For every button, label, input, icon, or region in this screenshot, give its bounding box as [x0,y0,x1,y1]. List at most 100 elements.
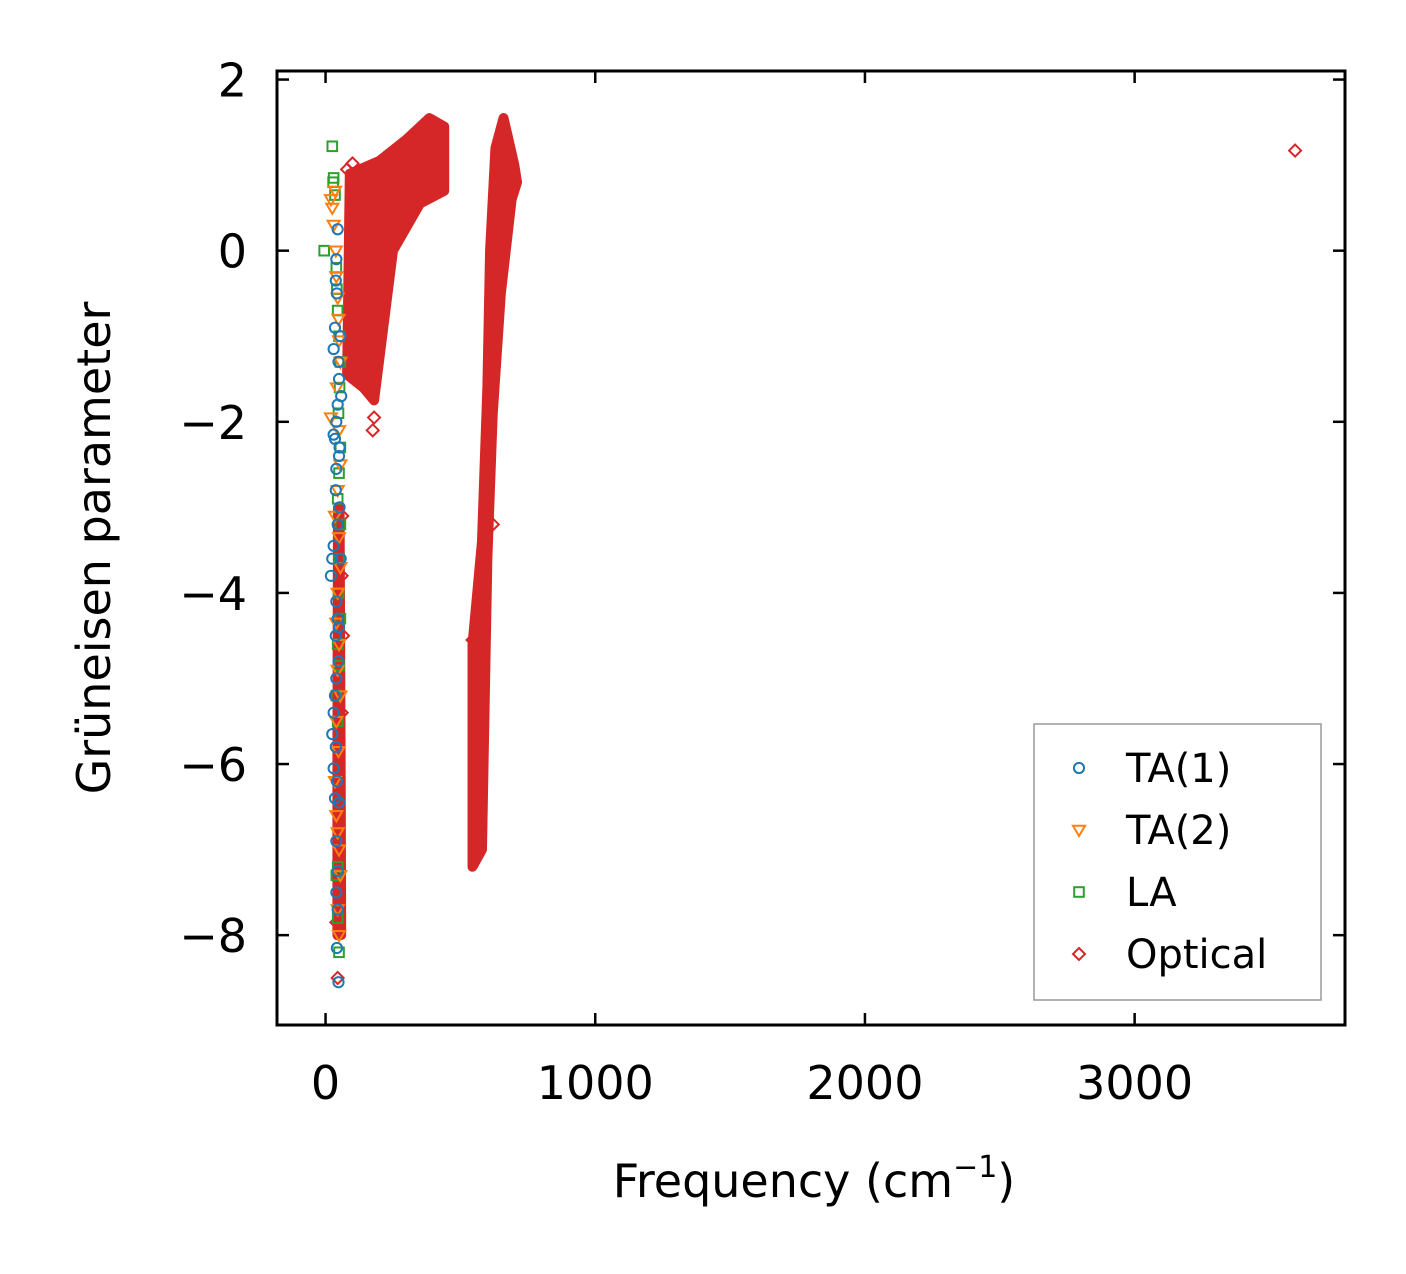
data-point [332,372,346,386]
optical-band-0 [342,113,450,406]
data-points [318,140,1303,989]
data-point [324,569,338,582]
data-point [330,834,343,848]
data-point [327,510,343,524]
legend-label: TA(1) [1125,746,1231,792]
optical-band-1 [467,113,523,872]
data-point [331,912,344,924]
legend-item: Optical [1071,932,1267,978]
data-point [323,194,339,208]
data-point [328,810,345,824]
y-tick-label: −6 [179,738,247,792]
data-point [465,632,480,648]
data-point [330,595,343,608]
data-point [334,552,347,565]
data-point [333,441,346,454]
data-point [328,321,342,334]
data-point [331,864,344,878]
series-ta1 [324,223,348,989]
y-tick-label: 2 [218,54,247,108]
y-axis-title: Grüneisen parameter [67,301,121,794]
data-point [331,923,347,939]
data-point [328,689,342,702]
data-point [330,415,343,428]
legend-label: LA [1126,870,1177,916]
data-point [332,449,346,463]
data-point [329,587,346,601]
data-point [331,223,344,236]
legend-label: Optical [1126,932,1267,978]
data-point [326,727,339,741]
data-point [333,501,346,514]
data-point [329,484,342,497]
data-point [330,941,343,955]
legend-item: TA(1) [1072,746,1231,792]
x-tick-label: 3000 [1076,1056,1193,1110]
data-point [329,740,342,754]
data-point [329,827,346,841]
y-tick-label: 0 [218,225,247,279]
legend-item: TA(2) [1071,808,1231,854]
legend-item: LA [1073,870,1177,916]
data-point [327,762,340,775]
y-tick-label: −2 [179,396,247,450]
x-tick-label: 2000 [806,1056,923,1110]
data-point [332,355,345,369]
data-point [326,140,339,153]
data-point [327,185,343,199]
data-point [331,612,344,625]
plot-frame [275,69,1347,1027]
legend-marker [1072,761,1086,775]
data-point [332,690,349,704]
data-point [334,568,350,584]
y-tick-label: −8 [179,909,247,963]
data-point [335,390,348,403]
data-point [334,330,347,343]
data-point [329,274,342,287]
data-point [1287,143,1303,158]
data-point [332,976,345,989]
data-point [328,245,344,259]
data-point [331,493,344,505]
data-point [331,903,344,916]
legend: TA(1) TA(2) LA Optical [1033,723,1322,1001]
data-point [327,706,340,719]
data-point [330,886,343,899]
data-point [330,970,346,986]
data-point [324,202,341,216]
data-point [330,253,343,266]
data-point [327,342,340,356]
data-point [327,539,340,552]
data-point [330,775,343,788]
legend-frame [1033,723,1322,1001]
data-point [330,287,343,300]
data-point [330,462,343,475]
data-point [332,796,346,809]
data-point [365,422,381,438]
x-axis-title: Frequency (cm−1) [613,1150,1016,1208]
data-point [331,929,347,944]
data-point [331,518,344,531]
x-tick-label: 0 [311,1056,340,1110]
data-point [332,655,345,668]
data-point [485,517,501,532]
legend-marker [1073,886,1085,898]
data-point [330,313,347,328]
data-point [326,552,339,565]
data-point [339,161,355,177]
data-point [318,244,330,257]
legend-marker [1071,946,1087,962]
data-point [325,219,342,233]
data-point [331,532,347,546]
legend-label: TA(2) [1125,808,1231,854]
y-tick-label: −4 [179,567,247,621]
x-axis-ticks: 0 1000 2000 3000 [311,71,1193,1110]
data-point [332,621,346,634]
legend-marker [1071,824,1087,838]
x-tick-label: 1000 [537,1056,654,1110]
y-axis-ticks: 2 0 −2 −4 −6 −8 [179,54,1345,963]
data-point [323,412,339,426]
data-point [330,672,343,685]
data-point [366,410,382,425]
